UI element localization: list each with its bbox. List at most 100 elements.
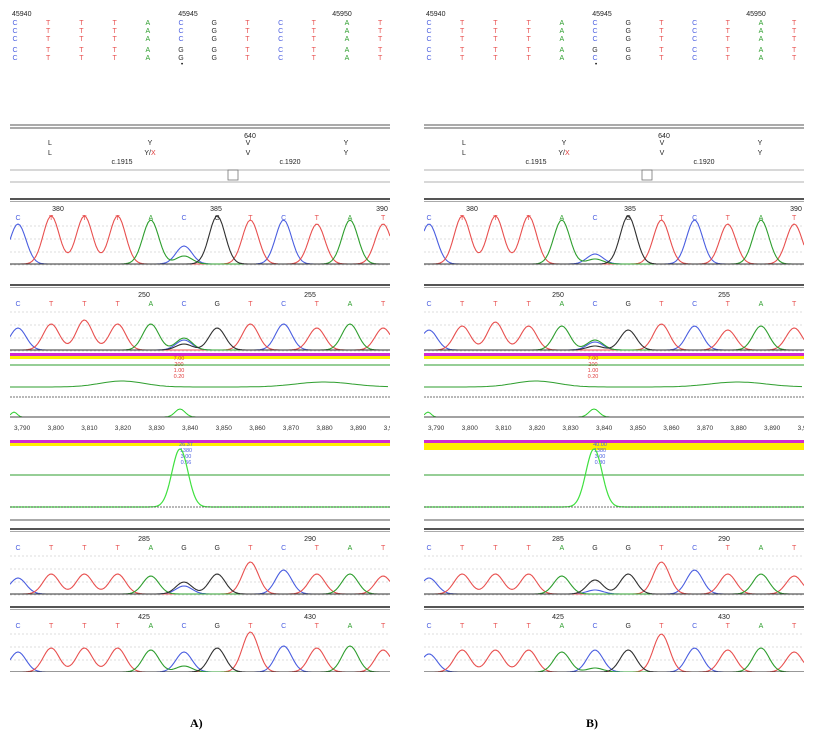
variant-marker-dot: • bbox=[181, 62, 183, 68]
analysis-top-value: 1.00 bbox=[588, 368, 599, 374]
amino-acid-row2: V bbox=[246, 150, 251, 157]
base-call-C: C bbox=[15, 301, 20, 308]
base-call-T: T bbox=[726, 301, 731, 308]
base-call-T: T bbox=[49, 301, 54, 308]
ref-base-T: T bbox=[46, 47, 51, 54]
axis-tick-label: 3,880 bbox=[730, 425, 747, 432]
trace-G-curve bbox=[10, 327, 390, 351]
base-call-A: A bbox=[559, 301, 564, 308]
ref-base-T: T bbox=[378, 47, 383, 54]
trace-panel-2: 250 255 C T T T A C G T C T A T bbox=[424, 284, 804, 352]
codon-number-label: 640 bbox=[658, 133, 670, 140]
ref-base-C: C bbox=[692, 36, 697, 43]
base-call-A: A bbox=[348, 215, 353, 222]
cdna-position-label: c.1915 bbox=[525, 159, 546, 166]
amino-acid-row1: Y bbox=[344, 140, 349, 147]
trace-panel-3: 285 290 C T T T A G G T C T A T bbox=[424, 528, 804, 596]
base-call-T: T bbox=[381, 623, 386, 630]
ref-position-label: 45940 bbox=[12, 11, 32, 18]
base-call-A: A bbox=[148, 301, 153, 308]
ref-base-T: T bbox=[460, 28, 465, 35]
trace-position-label: 425 bbox=[138, 614, 150, 621]
ref-base-T: T bbox=[312, 47, 317, 54]
ref-base-A: A bbox=[559, 36, 564, 43]
base-call-A: A bbox=[348, 301, 353, 308]
ref-base-T: T bbox=[460, 36, 465, 43]
ref-base-C: C bbox=[592, 28, 597, 35]
base-call-G: G bbox=[214, 545, 219, 552]
ref-base-C: C bbox=[278, 47, 283, 54]
ref-base-C: C bbox=[426, 47, 431, 54]
ref-base-C: C bbox=[278, 36, 283, 43]
base-call-C: C bbox=[426, 215, 431, 222]
axis-tick-label: 3,830 bbox=[148, 425, 165, 432]
ref-base-T: T bbox=[46, 20, 51, 27]
base-call-T: T bbox=[460, 301, 465, 308]
ref-base-G: G bbox=[178, 47, 183, 54]
axis-tick-label: 3,850 bbox=[216, 425, 233, 432]
ref-base-C: C bbox=[426, 20, 431, 27]
amino-acid-variant: Y/X bbox=[144, 150, 156, 157]
amino-acid-row1: V bbox=[660, 140, 665, 147]
amino-acid-row2: L bbox=[48, 150, 52, 157]
amino-acid-row2: L bbox=[462, 150, 466, 157]
ref-base-T: T bbox=[378, 55, 383, 62]
ref-base-C: C bbox=[178, 20, 183, 27]
ref-base-T: T bbox=[312, 55, 317, 62]
trace-position-label: 285 bbox=[138, 536, 150, 543]
base-call-T: T bbox=[526, 301, 531, 308]
ref-base-T: T bbox=[312, 28, 317, 35]
trace-G-curve bbox=[10, 573, 390, 595]
base-call-C: C bbox=[692, 215, 697, 222]
base-call-C: C bbox=[281, 215, 286, 222]
base-call-G: G bbox=[625, 215, 630, 222]
trace-border-top bbox=[10, 606, 390, 608]
axis-tick-label: 3,890 bbox=[764, 425, 781, 432]
base-call-T: T bbox=[659, 215, 664, 222]
trace-C-curve bbox=[424, 219, 804, 265]
analysis-tall-peak bbox=[424, 448, 804, 508]
trace-G-curve bbox=[10, 215, 390, 265]
ref-base-C: C bbox=[426, 28, 431, 35]
highlight-yellow-band bbox=[424, 356, 804, 359]
axis-tick-label: 3,860 bbox=[663, 425, 680, 432]
ref-base-C: C bbox=[178, 36, 183, 43]
ref-base-T: T bbox=[378, 36, 383, 43]
caption-a: A) bbox=[190, 716, 203, 730]
ref-base-A: A bbox=[145, 36, 150, 43]
amino-acid-row1: Y bbox=[562, 140, 567, 147]
ref-base-C: C bbox=[426, 55, 431, 62]
base-call-C: C bbox=[426, 301, 431, 308]
ref-base-C: C bbox=[12, 28, 17, 35]
ref-base-C: C bbox=[12, 47, 17, 54]
analysis-peak-curve bbox=[10, 408, 390, 418]
trace-A-curve bbox=[10, 323, 390, 351]
ref-base-T: T bbox=[112, 47, 117, 54]
ref-base-T: T bbox=[378, 28, 383, 35]
base-call-C: C bbox=[692, 301, 697, 308]
base-call-T: T bbox=[115, 623, 120, 630]
ref-base-A: A bbox=[145, 28, 150, 35]
ref-base-T: T bbox=[112, 36, 117, 43]
base-call-A: A bbox=[559, 215, 564, 222]
trace-position-label: 290 bbox=[718, 536, 730, 543]
ref-base-T: T bbox=[79, 36, 84, 43]
amino-acid-variant-stop: X bbox=[565, 150, 570, 157]
base-call-T: T bbox=[381, 545, 386, 552]
base-call-C: C bbox=[692, 623, 697, 630]
ref-base-C: C bbox=[12, 36, 17, 43]
base-call-T: T bbox=[792, 301, 797, 308]
trace-panel-3: 285 290 C T T T A G G T C T A T bbox=[10, 528, 390, 596]
base-call-A: A bbox=[759, 301, 764, 308]
analysis-bottom-value: 3.00 bbox=[181, 454, 192, 460]
trace-border-top-inner bbox=[10, 287, 390, 288]
ref-base-T: T bbox=[792, 28, 797, 35]
base-call-C: C bbox=[181, 623, 186, 630]
amino-acid-variant-stop: X bbox=[151, 150, 156, 157]
trace-border-top bbox=[10, 198, 390, 200]
base-call-C: C bbox=[15, 623, 20, 630]
